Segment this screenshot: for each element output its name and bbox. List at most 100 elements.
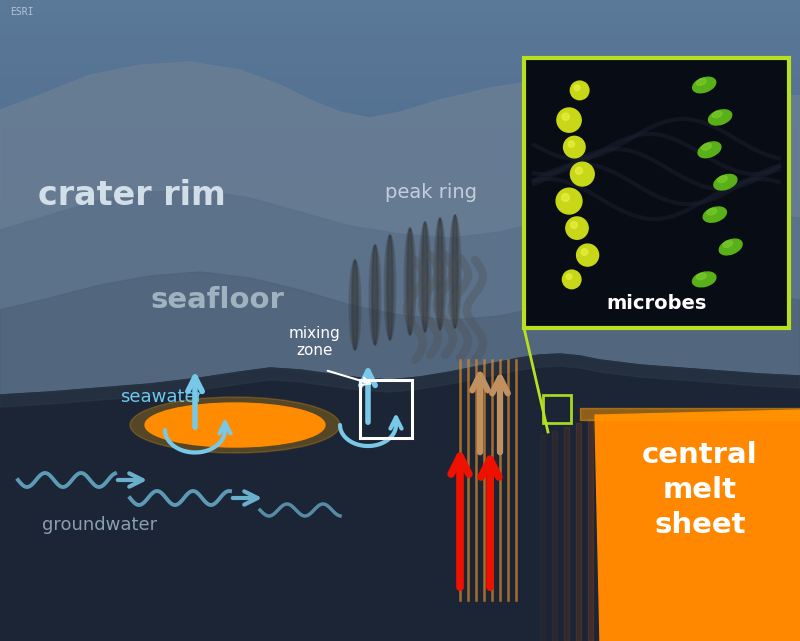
Bar bbox=[0, 423, 800, 437]
Text: seawater: seawater bbox=[120, 388, 203, 406]
Circle shape bbox=[562, 270, 581, 288]
Bar bbox=[0, 295, 800, 309]
Bar bbox=[360, 380, 412, 438]
Ellipse shape bbox=[702, 144, 711, 150]
Bar bbox=[0, 397, 800, 412]
Circle shape bbox=[566, 274, 572, 279]
Ellipse shape bbox=[449, 215, 461, 328]
Ellipse shape bbox=[703, 207, 726, 222]
Bar bbox=[0, 333, 800, 347]
Bar bbox=[0, 115, 800, 129]
Ellipse shape bbox=[693, 272, 716, 287]
Bar bbox=[0, 603, 800, 617]
Bar bbox=[0, 103, 800, 117]
Bar bbox=[0, 372, 800, 386]
Ellipse shape bbox=[451, 215, 459, 328]
Bar bbox=[0, 0, 800, 14]
Ellipse shape bbox=[698, 142, 721, 158]
Ellipse shape bbox=[387, 235, 393, 340]
Bar bbox=[0, 167, 800, 181]
Bar bbox=[0, 462, 800, 476]
Bar bbox=[524, 58, 789, 328]
Text: mixing
zone: mixing zone bbox=[289, 326, 341, 358]
Bar bbox=[0, 308, 800, 322]
Bar bbox=[0, 346, 800, 360]
Text: peak ring: peak ring bbox=[385, 183, 477, 202]
Ellipse shape bbox=[386, 235, 394, 340]
Bar bbox=[524, 58, 789, 328]
Ellipse shape bbox=[404, 228, 416, 335]
Bar bbox=[0, 77, 800, 91]
Bar bbox=[0, 410, 800, 424]
Bar bbox=[0, 385, 800, 399]
Ellipse shape bbox=[384, 235, 396, 340]
Bar bbox=[0, 590, 800, 604]
Bar bbox=[0, 615, 800, 629]
Circle shape bbox=[568, 141, 574, 147]
Bar bbox=[0, 244, 800, 258]
Ellipse shape bbox=[130, 397, 340, 453]
Bar bbox=[0, 128, 800, 142]
Bar bbox=[0, 474, 800, 488]
Ellipse shape bbox=[349, 260, 361, 350]
Bar bbox=[0, 449, 800, 463]
Ellipse shape bbox=[718, 176, 727, 183]
Bar bbox=[0, 577, 800, 591]
Bar bbox=[0, 359, 800, 373]
Ellipse shape bbox=[373, 245, 378, 345]
Circle shape bbox=[562, 113, 570, 121]
Bar bbox=[0, 436, 800, 450]
Polygon shape bbox=[588, 419, 593, 641]
Bar bbox=[0, 38, 800, 53]
Circle shape bbox=[557, 108, 581, 132]
Polygon shape bbox=[595, 410, 800, 641]
Bar bbox=[0, 179, 800, 194]
Circle shape bbox=[556, 188, 582, 214]
Polygon shape bbox=[0, 354, 800, 641]
Bar bbox=[0, 64, 800, 78]
Ellipse shape bbox=[145, 403, 325, 447]
Ellipse shape bbox=[369, 245, 381, 345]
Bar bbox=[0, 231, 800, 245]
Ellipse shape bbox=[407, 228, 413, 335]
Ellipse shape bbox=[419, 222, 431, 332]
Bar bbox=[0, 526, 800, 540]
Bar bbox=[0, 551, 800, 565]
Bar bbox=[0, 487, 800, 501]
Ellipse shape bbox=[351, 260, 359, 350]
Bar bbox=[0, 269, 800, 283]
Bar bbox=[0, 218, 800, 232]
Ellipse shape bbox=[714, 174, 737, 190]
Text: microbes: microbes bbox=[606, 294, 706, 313]
Bar bbox=[0, 154, 800, 168]
Ellipse shape bbox=[434, 218, 446, 330]
Text: groundwater: groundwater bbox=[42, 516, 157, 534]
Ellipse shape bbox=[371, 245, 379, 345]
Polygon shape bbox=[600, 415, 605, 641]
Ellipse shape bbox=[696, 79, 706, 85]
Ellipse shape bbox=[712, 111, 722, 118]
Ellipse shape bbox=[422, 222, 427, 332]
Bar bbox=[0, 513, 800, 527]
Polygon shape bbox=[552, 431, 557, 641]
Ellipse shape bbox=[421, 222, 429, 332]
Bar bbox=[0, 256, 800, 271]
Polygon shape bbox=[576, 423, 581, 641]
Bar bbox=[0, 564, 800, 578]
Ellipse shape bbox=[707, 208, 717, 215]
Polygon shape bbox=[564, 427, 569, 641]
Bar bbox=[0, 628, 800, 641]
Bar bbox=[0, 90, 800, 104]
Bar bbox=[0, 500, 800, 514]
Circle shape bbox=[562, 194, 570, 201]
Ellipse shape bbox=[438, 218, 442, 330]
Text: ESRI: ESRI bbox=[10, 7, 34, 17]
Text: crater rim: crater rim bbox=[38, 179, 226, 212]
Ellipse shape bbox=[453, 215, 458, 328]
Bar bbox=[0, 26, 800, 40]
Polygon shape bbox=[0, 272, 800, 420]
Ellipse shape bbox=[353, 260, 358, 350]
Circle shape bbox=[582, 249, 588, 255]
Circle shape bbox=[570, 81, 589, 100]
Ellipse shape bbox=[693, 78, 716, 93]
